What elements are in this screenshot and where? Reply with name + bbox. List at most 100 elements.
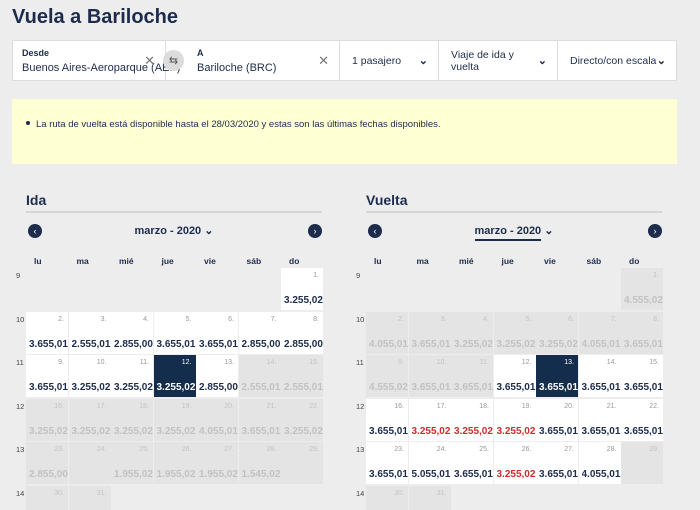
weekday-label: lu — [374, 256, 382, 266]
stops-dropdown[interactable]: Directo/con escala ⌄ — [558, 41, 676, 80]
day-number: 8. — [313, 315, 319, 323]
day-cell: 21. 3.655,01 — [238, 398, 281, 441]
day-price: 3.255,02 — [114, 382, 153, 393]
day-number: 6. — [568, 315, 574, 323]
day-cell[interactable]: 12. 3.655,01 — [493, 355, 536, 397]
chevron-down-icon: ⌄ — [537, 55, 547, 67]
day-number: 10. — [436, 359, 447, 366]
month-selector[interactable]: marzo - 2020 ⌄ — [12, 224, 336, 237]
day-cell[interactable]: 11. 3.255,02 — [111, 355, 153, 397]
day-price: 2.555,01 — [284, 382, 323, 393]
day-price: 3.255,02 — [284, 295, 323, 306]
day-cell[interactable]: 21. 3.655,01 — [578, 398, 621, 441]
day-cell: 31. — [68, 485, 111, 510]
day-number: 9. — [398, 359, 404, 366]
day-price: 3.655,01 — [539, 425, 578, 437]
day-cell[interactable]: 18. 3.255,02 — [451, 398, 493, 441]
day-cell[interactable]: 2. 3.655,01 — [26, 311, 68, 354]
day-cell[interactable]: 4. 2.855,00 — [111, 311, 153, 354]
day-cell[interactable]: 9. 3.655,01 — [26, 355, 68, 397]
day-number: 20. — [224, 402, 234, 410]
passengers-dropdown[interactable]: 1 pasajero ⌄ — [340, 41, 439, 80]
calendar-title: Vuelta — [366, 192, 408, 208]
day-price: 4.055,01 — [369, 338, 408, 350]
day-price: 3.255,02 — [29, 425, 68, 437]
day-number: 6. — [228, 315, 234, 323]
trip-type-value: Viaje de ida y vuelta — [451, 48, 514, 73]
week-number: 14 — [356, 488, 365, 498]
bullet-icon — [26, 121, 30, 125]
day-price: 3.255,02 — [71, 425, 111, 437]
day-price: 2.855,00 — [114, 338, 153, 350]
prev-month-icon[interactable]: ‹ — [368, 224, 382, 238]
day-cell: 16. 3.255,02 — [26, 398, 68, 441]
day-cell[interactable]: 28. 4.055,01 — [578, 442, 621, 484]
day-number: 9. — [58, 359, 64, 366]
divider — [26, 211, 322, 213]
day-cell[interactable]: 24. 5.055,01 — [408, 442, 451, 484]
day-cell: 17. 3.255,02 — [68, 398, 111, 441]
day-number: 24. — [96, 446, 107, 453]
day-cell[interactable]: 3. 2.555,01 — [68, 311, 111, 354]
day-cell[interactable]: 5. 3.655,01 — [153, 311, 196, 354]
day-number: 3. — [440, 315, 447, 323]
day-cell[interactable]: 13. 2.855,00 — [196, 355, 238, 397]
day-cell[interactable]: 15. 3.655,01 — [621, 355, 663, 397]
day-cell[interactable]: 25. 3.655,01 — [451, 442, 493, 484]
day-number: 26. — [521, 446, 532, 453]
origin-label: Desde — [22, 48, 50, 58]
day-price: 3.255,02 — [496, 469, 536, 480]
destination-field[interactable]: A Bariloche (BRC) ✕ — [166, 41, 340, 80]
day-cell: 29. — [281, 442, 323, 484]
day-cell: 8. 3.655,01 — [621, 311, 663, 354]
divider — [366, 211, 662, 213]
day-price: 5.055,01 — [411, 469, 451, 480]
day-number: 7. — [270, 315, 277, 323]
day-number: 25. — [479, 446, 489, 453]
day-cell[interactable]: 8. 2.855,00 — [281, 311, 323, 354]
day-cell[interactable]: 19. 3.255,02 — [493, 398, 536, 441]
day-cell[interactable]: 7. 2.855,00 — [238, 311, 281, 354]
day-cell[interactable]: 10. 3.255,02 — [68, 355, 111, 397]
month-selector[interactable]: marzo - 2020 ⌄ — [352, 224, 676, 241]
day-cell[interactable]: 14. 3.655,01 — [578, 355, 621, 397]
day-cell[interactable]: 16. 3.655,01 — [366, 398, 408, 441]
day-number: 22. — [309, 402, 319, 410]
day-cell[interactable]: 6. 3.655,01 — [196, 311, 238, 354]
next-month-icon[interactable]: › — [308, 224, 322, 238]
day-price: 3.655,01 — [29, 382, 68, 393]
selected-day-cell[interactable]: 13. 3.655,01 — [536, 355, 578, 397]
destination-value[interactable]: Bariloche (BRC) — [197, 62, 277, 74]
day-price: 1.545,02 — [241, 469, 281, 480]
day-cell[interactable]: 1. 3.255,02 — [281, 268, 323, 310]
origin-field[interactable]: Desde Buenos Aires-Aeroparque (AEP) ✕ — [13, 41, 180, 80]
day-price: 3.655,01 — [199, 338, 238, 350]
next-month-icon[interactable]: › — [648, 224, 662, 238]
day-cell[interactable]: 26. 3.255,02 — [493, 442, 536, 484]
weekday-label: vie — [204, 256, 216, 266]
swap-route-icon[interactable]: ⇆ — [163, 50, 184, 71]
day-cell[interactable]: 22. 3.655,01 — [621, 398, 663, 441]
day-cell: 30. — [366, 485, 408, 510]
origin-value[interactable]: Buenos Aires-Aeroparque (AEP) — [22, 62, 181, 74]
day-cell: 4. 3.255,02 — [451, 311, 493, 354]
day-number: 10. — [96, 359, 107, 366]
day-price: 4.555,02 — [369, 382, 408, 393]
day-price: 4.055,01 — [581, 338, 621, 350]
week-number: 11 — [16, 358, 24, 367]
clear-origin-icon[interactable]: ✕ — [144, 53, 155, 68]
day-cell[interactable]: 20. 3.655,01 — [536, 398, 578, 441]
clear-destination-icon[interactable]: ✕ — [318, 53, 329, 68]
day-cell: 25. 1.955,02 — [111, 442, 153, 484]
day-price: 3.655,01 — [454, 382, 493, 393]
notice-text: La ruta de vuelta está disponible hasta … — [36, 119, 441, 130]
day-cell[interactable]: 27. 3.655,01 — [536, 442, 578, 484]
day-number: 11. — [479, 359, 489, 366]
selected-day-cell[interactable]: 12. 3.255,02 — [153, 355, 196, 397]
trip-type-dropdown[interactable]: Viaje de ida y vuelta ⌄ — [439, 41, 558, 80]
prev-month-icon[interactable]: ‹ — [28, 224, 42, 238]
day-cell[interactable]: 23. 3.655,01 — [366, 442, 408, 484]
day-cell[interactable]: 17. 3.255,02 — [408, 398, 451, 441]
weekday-label: do — [629, 256, 640, 266]
day-number: 21. — [266, 402, 277, 410]
